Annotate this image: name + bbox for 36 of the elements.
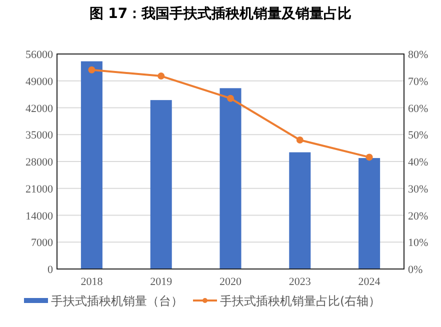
point (366, 154, 373, 161)
y2-tick-label: 70% (408, 76, 428, 88)
y-tick-label: 56000 (26, 49, 54, 61)
y-tick-label: 35000 (26, 130, 54, 142)
x-tick-label: 2018 (80, 276, 104, 288)
x-tick-label: 2019 (150, 276, 173, 288)
bar (80, 61, 102, 269)
y2-tick-label: 60% (408, 102, 428, 115)
y2-tick-label: 50% (408, 130, 428, 142)
y2-tick-label: 40% (408, 156, 428, 168)
bar (358, 158, 380, 269)
y-tick-label: 14000 (26, 210, 54, 222)
x-tick-label: 2020 (220, 276, 242, 288)
point (296, 136, 304, 144)
x-tick-label: 2023 (288, 276, 312, 288)
legend-label: 手扶式插秧机销量（台） (51, 294, 183, 308)
y2-tick-label: 30% (408, 183, 428, 196)
point (227, 94, 234, 102)
bar (220, 88, 242, 269)
x-tick-label: 2024 (358, 276, 381, 288)
y-tick-label: 49000 (26, 76, 54, 88)
bar (150, 100, 172, 269)
y-tick-label: 0 (48, 264, 54, 276)
chart-title: 图 17：我国手扶式插秧机销量及销量占比 (89, 5, 352, 22)
y2-tick-label: 80% (408, 49, 428, 61)
point (88, 66, 96, 74)
y-tick-label: 42000 (26, 102, 54, 115)
point (158, 72, 165, 80)
y-tick-label: 21000 (26, 183, 54, 196)
y2-tick-label: 10% (408, 237, 428, 250)
legend-label: 手扶式插秧机销量占比(右轴） (220, 294, 381, 308)
y2-tick-label: 0% (408, 264, 423, 276)
y2-tick-label: 20% (408, 210, 428, 222)
y-tick-label: 28000 (26, 156, 54, 168)
y-tick-label: 7000 (31, 237, 54, 250)
bar (289, 152, 311, 269)
